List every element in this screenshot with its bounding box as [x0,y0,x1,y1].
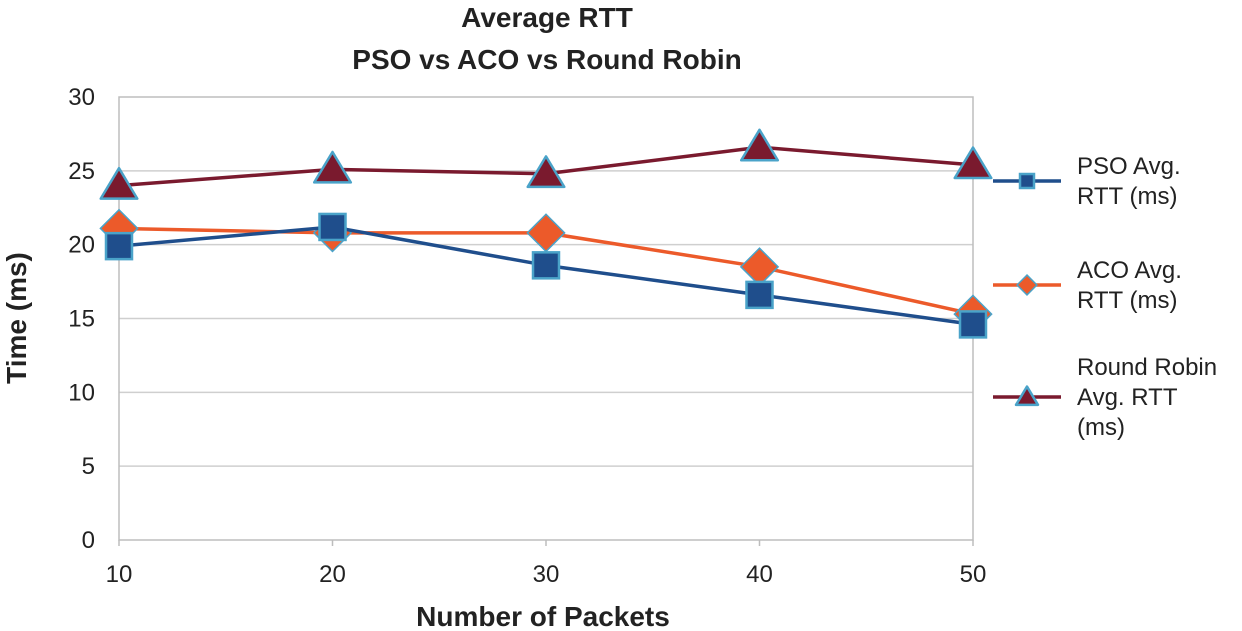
x-tick-label: 40 [746,561,773,588]
data-point [526,213,566,253]
data-point [99,166,139,200]
legend-item: Round Robin Avg. RTT (ms) [993,354,1217,441]
legend-marker [1014,385,1040,407]
x-axis-title: Number of Packets [416,601,670,631]
data-point [739,128,780,162]
data-point [953,146,993,180]
data-point [526,155,566,189]
data-point [739,247,780,287]
series-layer [99,128,993,339]
data-point [745,280,774,310]
y-tick-label: 5 [82,453,95,480]
legend-label: ACO Avg. [1077,257,1182,284]
legend-label: Avg. RTT [1077,384,1178,411]
y-axis-ticks: 0 5 10 15 20 25 30 [68,84,95,554]
x-axis-ticks: 10 20 30 40 50 [106,540,987,588]
data-point [318,212,347,242]
x-tick-label: 30 [533,561,560,588]
data-point [312,150,353,184]
y-tick-label: 20 [68,232,95,259]
y-tick-label: 10 [68,379,95,406]
legend-label: PSO Avg. [1077,153,1181,180]
chart-title: Average RTT [461,2,633,33]
data-point [958,310,988,339]
legend-label: Round Robin [1077,354,1217,381]
series-square [104,212,988,339]
y-tick-label: 0 [82,527,95,554]
legend-item: PSO Avg. RTT (ms) [993,153,1181,210]
legend: PSO Avg. RTT (ms) ACO Avg. RTT (ms) Round Ro… [993,153,1217,441]
x-tick-label: 20 [319,561,346,588]
x-tick-label: 10 [106,561,133,588]
legend-label: (ms) [1077,414,1125,441]
data-point [531,251,561,280]
y-tick-label: 15 [68,306,95,333]
legend-label: RTT (ms) [1077,183,1177,210]
legend-item: ACO Avg. RTT (ms) [993,257,1182,314]
x-tick-label: 50 [960,561,987,588]
chart-subtitle: PSO vs ACO vs Round Robin [352,44,741,75]
legend-marker [1018,172,1036,190]
legend-label: RTT (ms) [1077,287,1177,314]
series-triangle [99,128,993,200]
y-axis-title: Time (ms) [1,252,32,384]
data-point [104,231,134,261]
y-tick-label: 30 [68,84,95,111]
legend-marker [1016,274,1038,296]
y-tick-label: 25 [68,158,95,185]
